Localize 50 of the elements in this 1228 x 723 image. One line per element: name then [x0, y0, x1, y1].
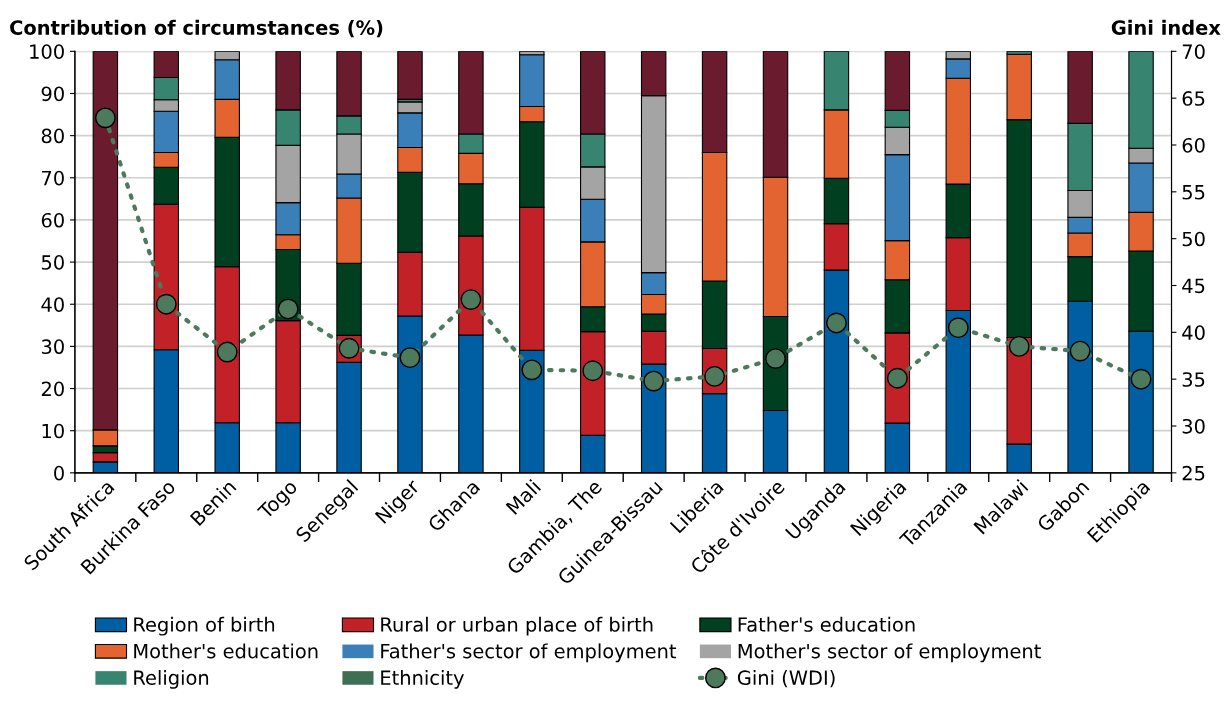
point — [277, 298, 299, 320]
y-tick-label: 0 — [54, 465, 64, 481]
legend-label: Rural or urban place of birth — [381, 616, 653, 636]
bar — [397, 51, 423, 100]
y2-tick-label: 25 — [1182, 465, 1205, 481]
y-tick-label: 20 — [41, 381, 64, 397]
point — [460, 289, 482, 310]
x-tick-label: Togo — [256, 478, 301, 523]
y2-tick-label: 50 — [1182, 231, 1205, 247]
y-tick-label: 70 — [42, 170, 64, 186]
point — [947, 317, 969, 339]
y-tick-label: 100 — [30, 44, 64, 59]
y2-tick-label: 55 — [1182, 185, 1205, 200]
point — [399, 347, 421, 369]
legend-label: Mother's education — [134, 643, 318, 659]
legend-label: Father's education — [738, 616, 915, 632]
y-tick-label: 90 — [41, 86, 64, 102]
y-tick-label: 10 — [42, 423, 64, 439]
legend-label: Father's sector of employment — [381, 643, 677, 663]
y2-tick-label: 45 — [1182, 278, 1205, 294]
legend-label: Ethnicity — [381, 669, 464, 689]
y2-tick-label: 60 — [1182, 137, 1205, 153]
legend-label: Religion — [134, 669, 209, 689]
legend-label: Mother's sector of employment — [738, 643, 1041, 663]
y2-tick-label: 70 — [1182, 44, 1205, 59]
y2-tick-label: 40 — [1182, 325, 1205, 340]
y2-axis-title: Gini index — [1111, 19, 1221, 35]
point — [886, 367, 908, 389]
point — [94, 107, 116, 129]
point — [765, 348, 786, 369]
y2-tick-label: 30 — [1182, 418, 1205, 434]
point — [216, 341, 238, 363]
point — [521, 359, 543, 381]
y-tick-label: 80 — [41, 128, 64, 144]
point — [643, 370, 665, 392]
y-tick-label: 60 — [41, 212, 64, 228]
legend-label: Gini (WDI) — [737, 669, 835, 688]
y2-tick-label: 65 — [1182, 91, 1205, 106]
point — [1008, 335, 1030, 357]
point — [582, 360, 604, 382]
y-axis-title: Contribution of circumstances (%) — [10, 19, 383, 38]
point — [826, 312, 847, 334]
point — [1069, 340, 1091, 362]
y-tick-label: 40 — [41, 297, 64, 312]
y-tick-label: 30 — [41, 339, 64, 355]
y2-tick-label: 35 — [1182, 372, 1205, 387]
point — [1130, 368, 1152, 390]
point — [155, 293, 177, 315]
legend-label: Region of birth — [134, 616, 275, 636]
y-tick-label: 50 — [41, 255, 64, 270]
